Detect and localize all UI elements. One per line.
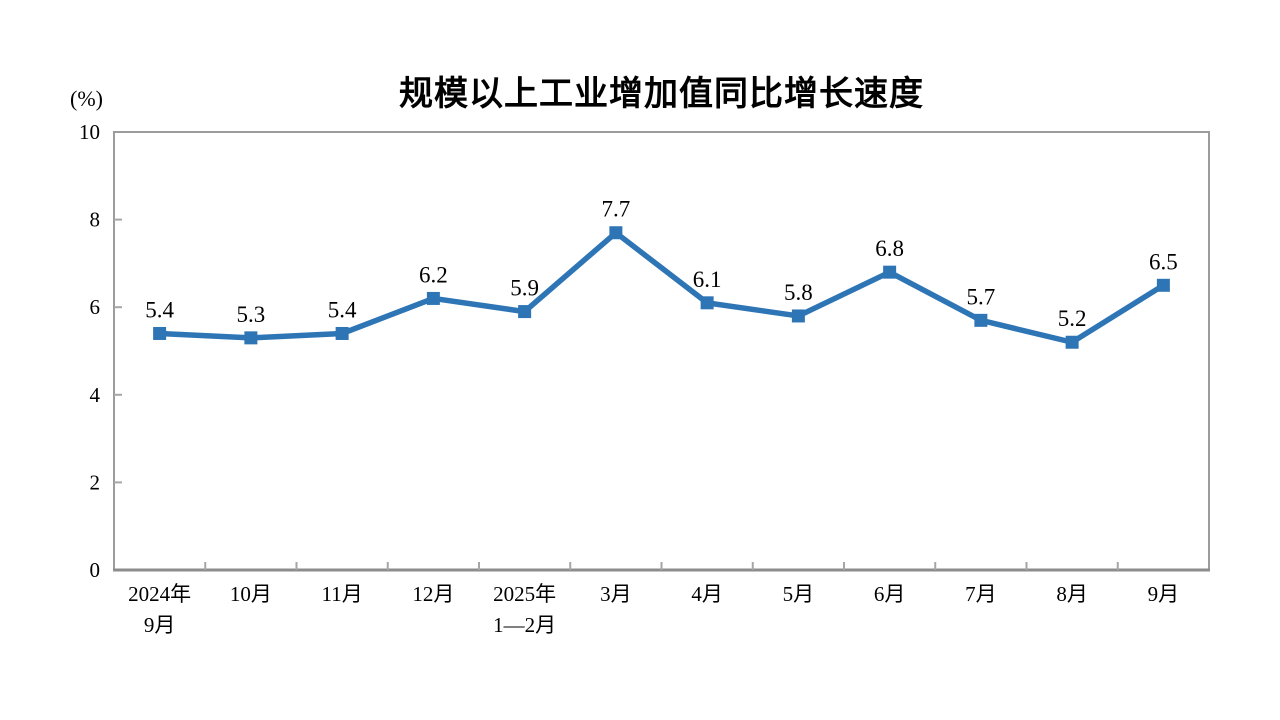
data-point-label: 5.4: [328, 297, 357, 322]
chart-title: 规模以上工业增加值同比增长速度: [399, 75, 924, 113]
data-point-marker: [153, 326, 167, 340]
data-point-label: 5.2: [1058, 306, 1087, 331]
data-point-marker: [1156, 278, 1170, 292]
data-point-label: 6.5: [1149, 249, 1178, 274]
data-point-marker: [700, 296, 714, 310]
data-point-label: 7.7: [602, 197, 631, 222]
data-point-marker: [426, 291, 440, 305]
x-tick-label: 6月: [874, 582, 906, 606]
data-point-marker: [335, 326, 349, 340]
x-tick-label: 11月: [322, 582, 363, 606]
y-tick-label: 4: [90, 383, 101, 407]
data-point-label: 5.8: [784, 280, 813, 305]
x-tick-label: 5月: [783, 582, 815, 606]
data-point-label: 6.8: [875, 236, 904, 261]
x-tick-label: 12月: [412, 582, 454, 606]
data-point-label: 6.2: [419, 262, 448, 287]
data-point-label: 5.4: [145, 297, 174, 322]
data-point-marker: [609, 226, 623, 240]
data-point-label: 5.7: [967, 284, 996, 309]
data-point-marker: [791, 309, 805, 323]
x-tick-label: 8月: [1056, 582, 1088, 606]
y-tick-label: 2: [90, 470, 101, 494]
y-tick-label: 10: [79, 120, 100, 144]
x-tick-label: 4月: [691, 582, 723, 606]
data-point-marker: [974, 313, 988, 327]
data-point-label: 6.1: [693, 267, 722, 292]
data-point-marker: [244, 331, 258, 345]
data-point-label: 5.9: [510, 276, 539, 301]
x-tick-label: 3月: [600, 582, 632, 606]
x-tick-label: 2025年 1—2月: [493, 582, 556, 637]
y-tick-label: 8: [90, 208, 101, 232]
y-tick-label: 0: [90, 558, 101, 582]
y-tick-label: 6: [90, 295, 101, 319]
series-line: [159, 229, 1165, 346]
data-point-marker: [883, 265, 897, 279]
x-tick-label: 9月: [1148, 582, 1180, 606]
data-point-label: 5.3: [237, 302, 266, 327]
y-axis-unit-label: (%): [70, 86, 103, 111]
data-point-marker: [1065, 335, 1079, 349]
x-tick-label: 2024年 9月: [128, 582, 191, 637]
data-point-marker: [518, 305, 532, 319]
plot-border: [113, 131, 1210, 571]
x-tick-label: 7月: [965, 582, 997, 606]
x-tick-label: 10月: [230, 582, 272, 606]
